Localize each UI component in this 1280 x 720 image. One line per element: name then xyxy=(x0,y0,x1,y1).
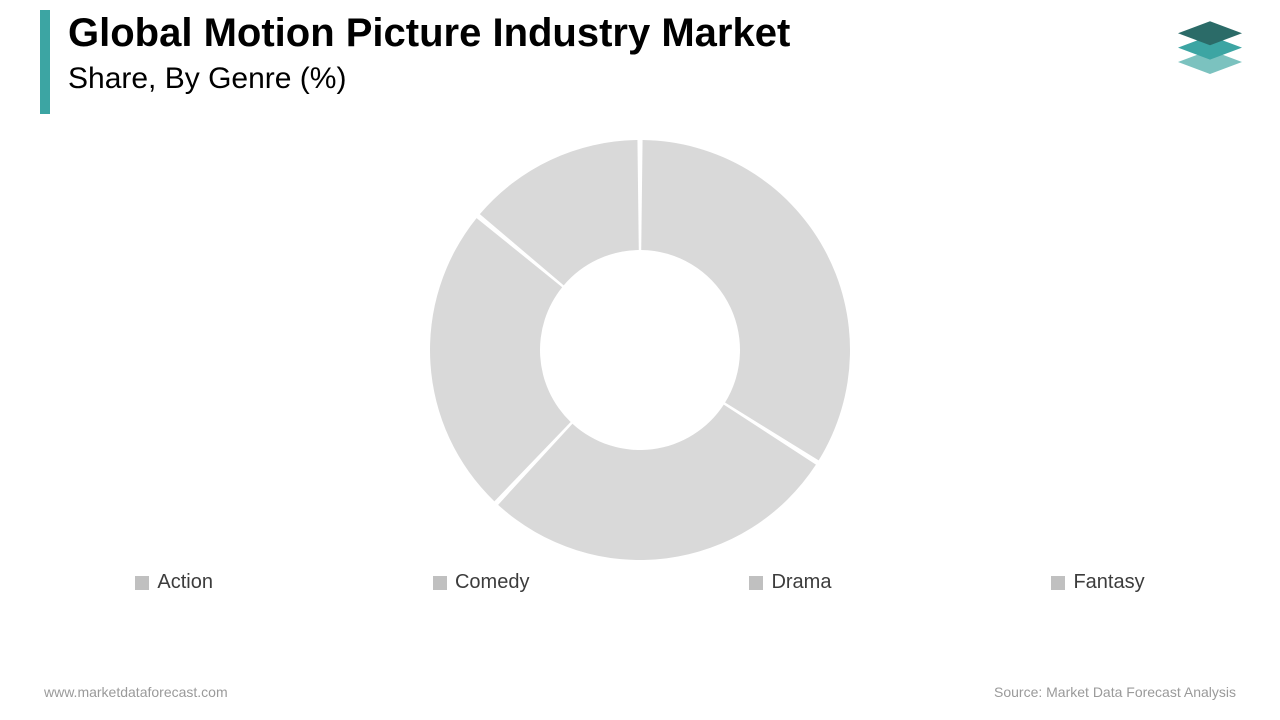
legend-label: Comedy xyxy=(455,571,529,594)
legend-item-drama: Drama xyxy=(749,571,831,594)
legend-swatch xyxy=(135,576,149,590)
footer-website: www.marketdataforecast.com xyxy=(44,684,228,700)
legend-item-comedy: Comedy xyxy=(433,571,529,594)
legend-item-action: Action xyxy=(135,571,213,594)
donut-chart xyxy=(0,140,1280,560)
title-text: Global Motion Picture Industry Market Sh… xyxy=(68,10,790,96)
legend-label: Drama xyxy=(771,571,831,594)
brand-logo-icon xyxy=(1170,10,1250,90)
page-subtitle: Share, By Genre (%) xyxy=(68,62,790,96)
chart-legend: Action Comedy Drama Fantasy xyxy=(0,571,1280,594)
title-block: Global Motion Picture Industry Market Sh… xyxy=(40,10,790,114)
legend-item-fantasy: Fantasy xyxy=(1051,571,1144,594)
footer-source: Source: Market Data Forecast Analysis xyxy=(994,684,1236,700)
legend-label: Fantasy xyxy=(1073,571,1144,594)
legend-swatch xyxy=(433,576,447,590)
donut-slice-action xyxy=(641,140,850,460)
chart-area: Action Comedy Drama Fantasy xyxy=(0,140,1280,610)
legend-label: Action xyxy=(157,571,213,594)
logo-layer-top xyxy=(1178,21,1242,45)
page-title: Global Motion Picture Industry Market xyxy=(68,10,790,56)
page-root: Global Motion Picture Industry Market Sh… xyxy=(0,0,1280,720)
title-accent-bar xyxy=(40,10,50,114)
legend-swatch xyxy=(1051,576,1065,590)
legend-swatch xyxy=(749,576,763,590)
